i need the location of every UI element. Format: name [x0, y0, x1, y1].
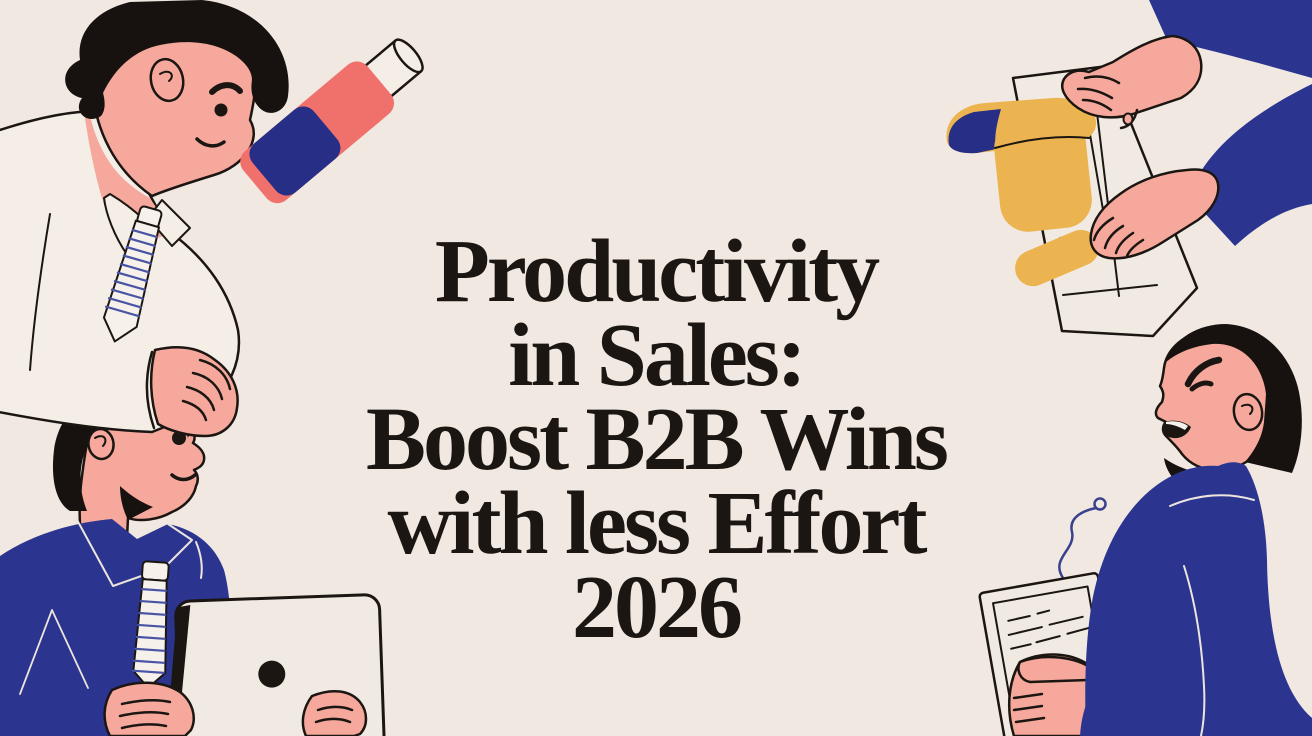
shoulder-seam — [19, 609, 89, 695]
ear-inner-line — [94, 435, 107, 447]
hands-holding-box-illustration — [946, 0, 1312, 338]
cap-brim-underside — [948, 109, 1001, 154]
lower-hand — [1089, 168, 1220, 260]
page-title: Productivity in Sales: Boost B2B Wins wi… — [0, 222, 1312, 658]
title-line-1: Productivity — [434, 222, 880, 322]
tie-stripes — [104, 228, 158, 318]
ear — [1232, 392, 1264, 432]
upper-hand-finger-lines — [1076, 75, 1139, 130]
tie-stripes — [131, 588, 168, 674]
teeth — [1166, 421, 1188, 430]
collar-accent — [195, 541, 203, 579]
person-reading-document-illustration — [978, 324, 1312, 736]
title-line-3: Boost B2B Wins — [366, 390, 949, 490]
back-seam-line — [1183, 565, 1206, 736]
collar-seam-line — [1169, 494, 1255, 507]
marker-label — [249, 106, 341, 196]
left-hand-fingers — [118, 699, 172, 730]
smile — [195, 137, 226, 148]
marker-pen-illustration — [240, 38, 424, 204]
collar-right-line — [163, 523, 193, 569]
hand — [149, 346, 239, 438]
hand-finger-lines — [181, 358, 232, 422]
right-hand — [301, 689, 368, 736]
hair — [65, 0, 289, 119]
eyebrow — [1184, 356, 1223, 388]
ear-inner-line — [159, 70, 173, 82]
ear — [87, 427, 115, 461]
chin-shadow — [120, 486, 153, 520]
lower-sleeve — [1189, 84, 1312, 246]
title-line-4: with less Effort — [387, 474, 928, 574]
squiggle-line — [1058, 506, 1098, 580]
ear-inner-line — [1241, 403, 1254, 415]
hair — [1166, 324, 1302, 473]
cuff-line — [145, 350, 156, 430]
body — [1085, 462, 1312, 736]
squiggle-dot — [1093, 497, 1107, 511]
smile — [170, 473, 197, 482]
marker-cap-top — [392, 38, 424, 74]
ear — [149, 57, 185, 103]
leaning-person-illustration — [0, 0, 289, 438]
title-line-5: 2026 — [572, 558, 743, 658]
eyebrow — [209, 82, 243, 95]
thumb-nail — [1122, 112, 1134, 126]
yellow-bar — [1015, 229, 1099, 287]
left-hand — [103, 681, 195, 736]
title-line-2: in Sales: — [508, 306, 807, 406]
upper-sleeve — [1149, 0, 1312, 78]
box-fold-lines — [1059, 87, 1158, 297]
upper-hand — [1061, 34, 1203, 119]
eye — [214, 103, 228, 117]
cap-crown — [994, 116, 1092, 232]
cap-seam-line — [994, 136, 1090, 149]
tie — [131, 560, 170, 689]
lower-hand-finger-lines — [1092, 216, 1145, 258]
eye — [1189, 380, 1214, 392]
right-hand-fingers — [314, 705, 354, 724]
hand-finger-lines — [1012, 692, 1046, 724]
laptop-logo-dot — [258, 660, 286, 688]
tie — [102, 205, 163, 343]
shirt-back-seam — [29, 213, 51, 371]
